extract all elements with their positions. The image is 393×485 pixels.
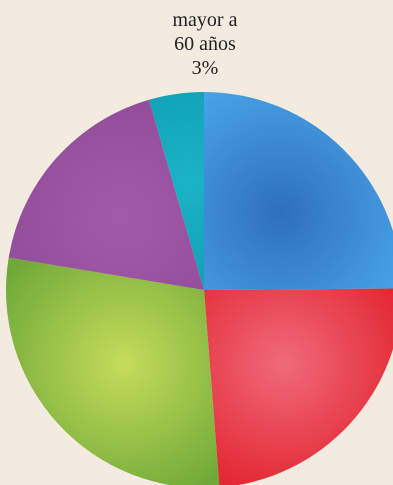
pie-slices: [6, 92, 393, 485]
slice-label-over-60: mayor a 60 años 3%: [120, 8, 290, 80]
slice-label-line2: 60 años: [174, 33, 236, 55]
pie-slice-2: [204, 288, 393, 485]
pie-slice-4: [8, 99, 204, 290]
pie-slice-5: [149, 92, 204, 290]
pie-slice-1: [204, 92, 393, 290]
pie-slice-3: [6, 257, 220, 485]
slice-label-line1: mayor a: [172, 9, 238, 31]
slice-label-value: 3%: [191, 57, 219, 79]
